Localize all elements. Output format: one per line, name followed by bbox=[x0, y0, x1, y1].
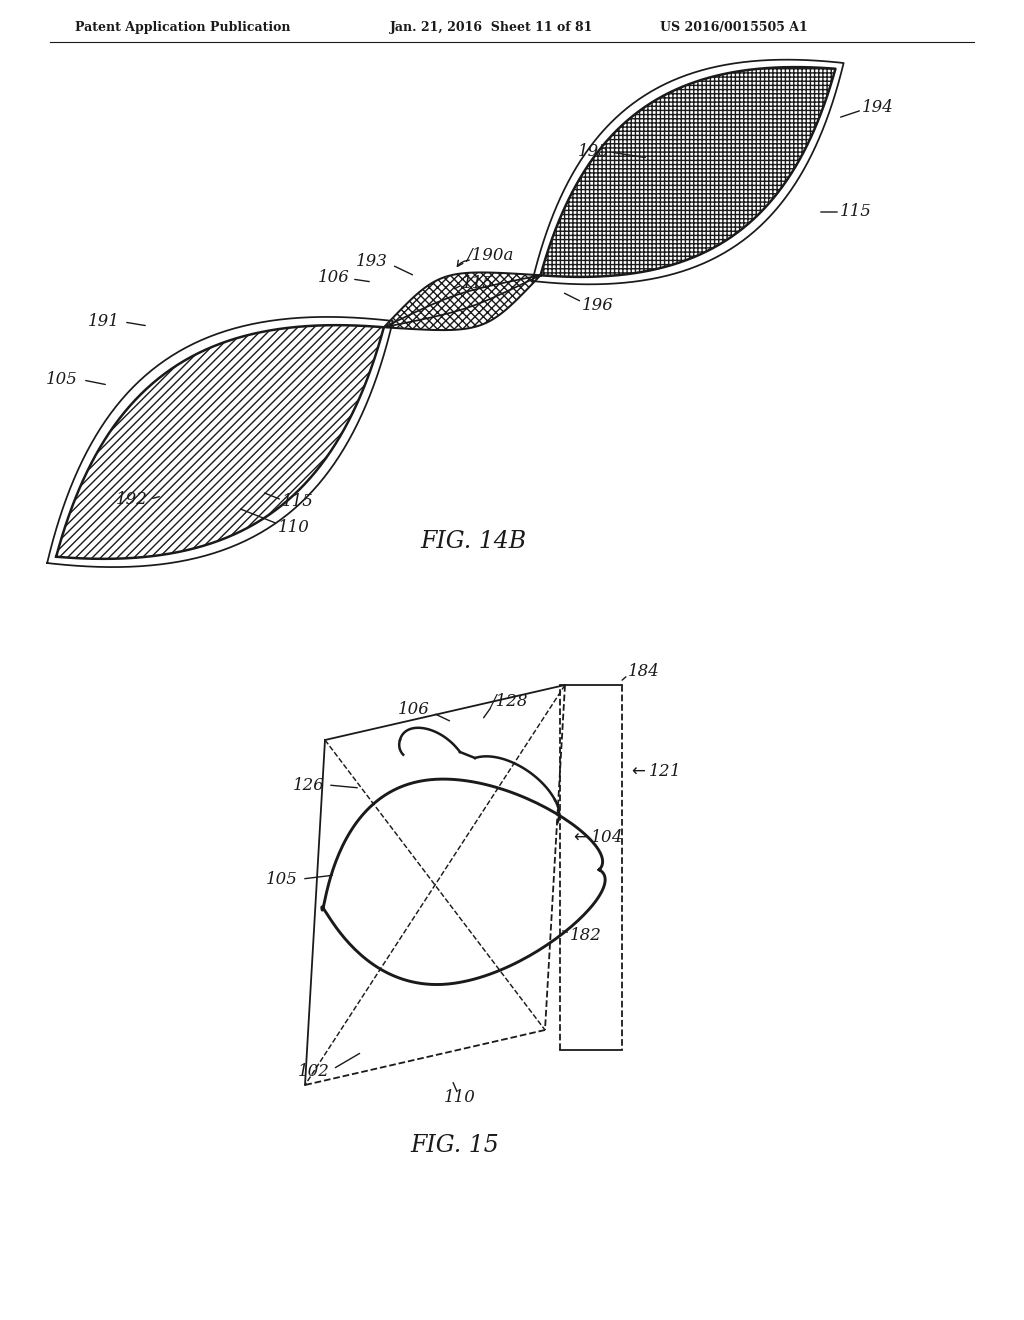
Text: 110: 110 bbox=[278, 520, 310, 536]
Text: 192: 192 bbox=[116, 491, 148, 508]
Text: 106: 106 bbox=[318, 269, 350, 286]
Text: $\leftarrow$104: $\leftarrow$104 bbox=[570, 829, 623, 846]
Text: US 2016/0015505 A1: US 2016/0015505 A1 bbox=[660, 21, 808, 33]
Text: 115: 115 bbox=[462, 276, 494, 293]
Text: 126: 126 bbox=[293, 776, 325, 793]
Text: 191: 191 bbox=[88, 314, 120, 330]
Text: 105: 105 bbox=[266, 871, 298, 888]
Text: Patent Application Publication: Patent Application Publication bbox=[75, 21, 291, 33]
Text: 194: 194 bbox=[862, 99, 894, 116]
Text: 115: 115 bbox=[282, 494, 314, 511]
Text: /128: /128 bbox=[490, 693, 527, 710]
Text: 105: 105 bbox=[46, 371, 78, 388]
PathPatch shape bbox=[384, 272, 541, 330]
Text: 115: 115 bbox=[840, 203, 871, 220]
Text: 196: 196 bbox=[582, 297, 613, 314]
Text: /190a: /190a bbox=[466, 247, 513, 264]
Text: $\leftarrow$121: $\leftarrow$121 bbox=[628, 763, 679, 780]
Text: 193: 193 bbox=[356, 253, 388, 271]
Text: 182: 182 bbox=[570, 927, 602, 944]
Text: FIG. 15: FIG. 15 bbox=[411, 1134, 500, 1156]
Text: Jan. 21, 2016  Sheet 11 of 81: Jan. 21, 2016 Sheet 11 of 81 bbox=[390, 21, 593, 33]
Text: 102: 102 bbox=[298, 1064, 330, 1081]
Text: 110: 110 bbox=[444, 1089, 476, 1106]
Polygon shape bbox=[56, 325, 384, 558]
Text: 184: 184 bbox=[628, 664, 659, 681]
Text: 195: 195 bbox=[579, 144, 610, 161]
Polygon shape bbox=[322, 779, 605, 985]
Text: 106: 106 bbox=[398, 701, 430, 718]
Polygon shape bbox=[541, 67, 836, 277]
Text: FIG. 14B: FIG. 14B bbox=[420, 531, 526, 553]
